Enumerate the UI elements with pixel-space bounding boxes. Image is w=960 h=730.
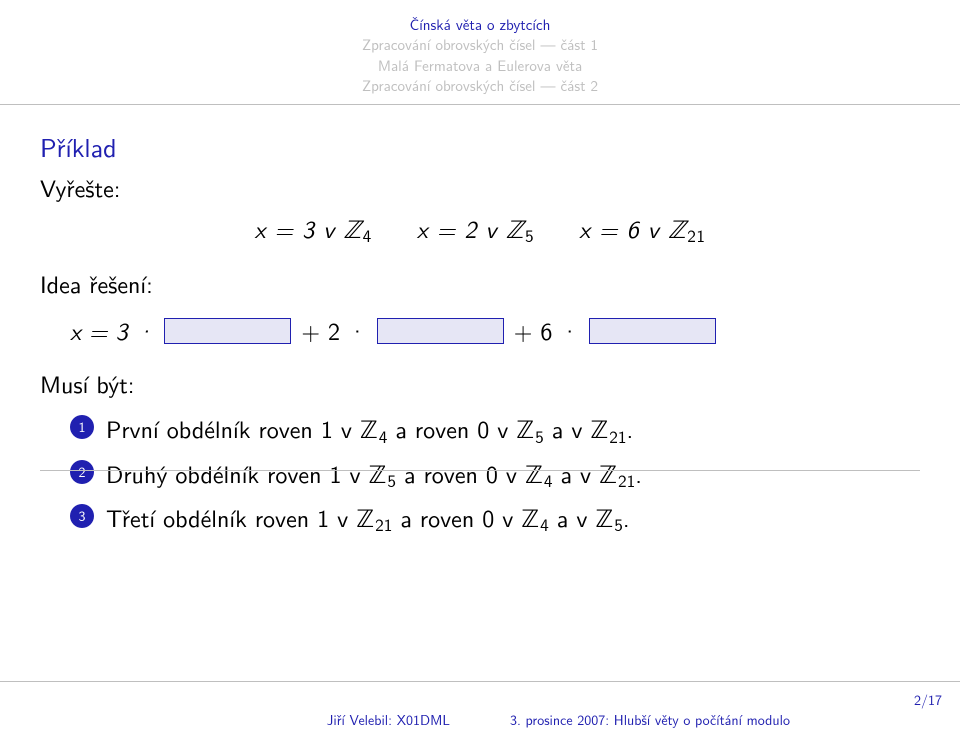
- content: Příklad Vyřešte: x = 3 v ℤ4 x = 2 v ℤ5 x…: [40, 128, 920, 544]
- nav-current[interactable]: Čínská věta o zbytcích: [0, 14, 960, 34]
- list-item: 1 První obdélník roven 1 v ℤ4 a roven 0 …: [70, 411, 920, 448]
- nav-item[interactable]: Zpracování obrovských čísel — část 1: [0, 34, 960, 54]
- footer-rule: [0, 681, 960, 682]
- item-text: Druhý obdélník roven 1 v ℤ: [106, 456, 386, 491]
- conditions-list: 1 První obdélník roven 1 v ℤ4 a roven 0 …: [70, 411, 920, 537]
- blank-box: [164, 318, 291, 344]
- footer-author: Jiří Velebil: X01DML: [0, 710, 480, 730]
- block-prompt: Vyřešte:: [40, 170, 920, 205]
- header-nav: Čínská věta o zbytcích Zpracování obrovs…: [0, 14, 960, 95]
- blank-box: [589, 318, 716, 344]
- nav-item[interactable]: Zpracování obrovských čísel — část 2: [0, 75, 960, 95]
- eq-sub: 5: [524, 223, 534, 248]
- eq-part: x = 2 v ℤ: [417, 211, 524, 246]
- equation-template: x = 3 · + 2 · + 6 ·: [40, 313, 920, 348]
- equation-given: x = 3 v ℤ4 x = 2 v ℤ5 x = 6 v ℤ21: [40, 211, 920, 248]
- nav-item[interactable]: Malá Fermatova a Eulerova věta: [0, 55, 960, 75]
- musi-label: Musí být:: [40, 366, 920, 401]
- eq2-lead: x = 3 ·: [70, 313, 154, 348]
- eq-part: x = 6 v ℤ: [579, 211, 686, 246]
- blank-box: [377, 318, 504, 344]
- eq2-plus: + 2 ·: [301, 313, 366, 348]
- bullet-number: 2: [70, 460, 94, 484]
- bullet-number: 3: [70, 504, 94, 528]
- item-text: První obdélník roven 1 v ℤ: [106, 411, 378, 446]
- eq2-plus: + 6 ·: [514, 313, 579, 348]
- page-number: 2/17: [914, 690, 942, 710]
- header-rule: [0, 104, 960, 105]
- list-item: 2 Druhý obdélník roven 1 v ℤ5 a roven 0 …: [70, 456, 920, 493]
- eq-part: x = 3 v ℤ: [255, 211, 362, 246]
- bullet-number: 1: [70, 415, 94, 439]
- item-text: Třetí obdélník roven 1 v ℤ: [106, 500, 374, 535]
- list-item: 3 Třetí obdélník roven 1 v ℤ21 a roven 0…: [70, 500, 920, 537]
- eq-sub: 21: [686, 223, 705, 248]
- block-bottom-rule: [40, 470, 920, 471]
- eq-sub: 4: [362, 223, 372, 248]
- footer-title: 3. prosince 2007: Hlubší věty o počítání…: [480, 710, 960, 730]
- idea-label: Idea řešení:: [40, 266, 920, 301]
- block-title: Příklad: [40, 128, 920, 166]
